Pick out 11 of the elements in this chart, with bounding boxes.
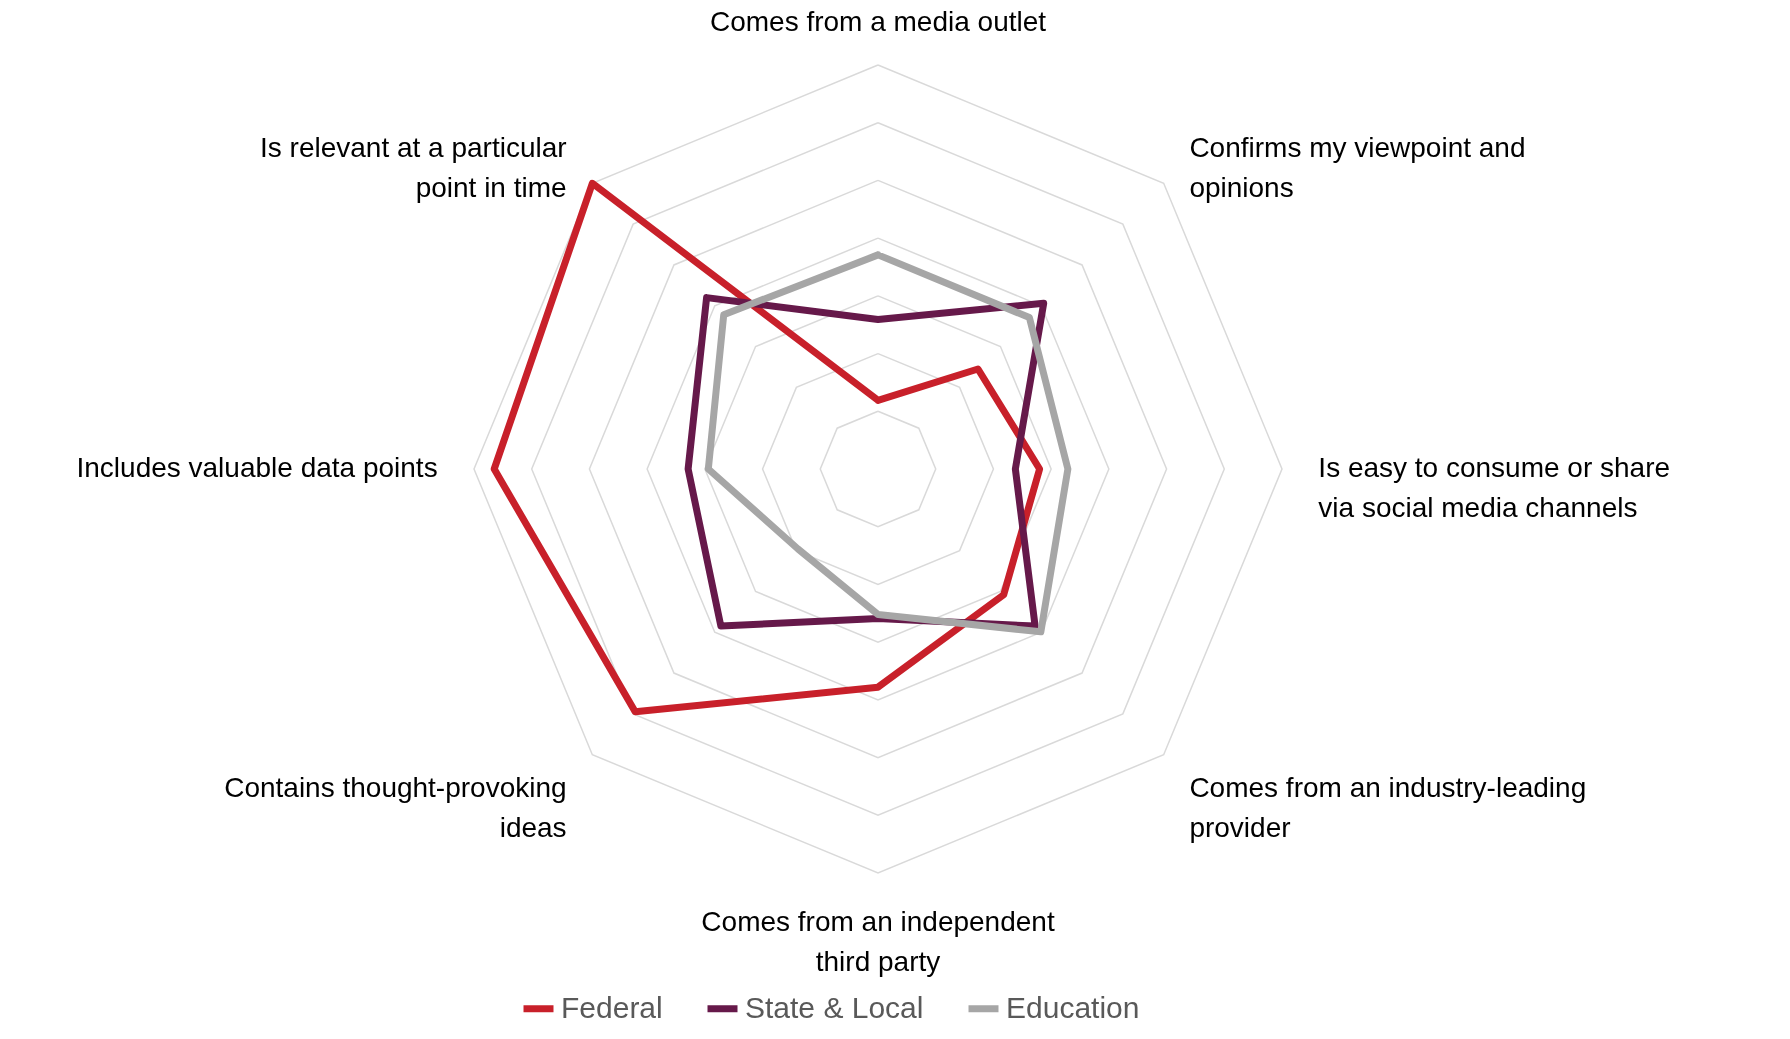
spoke-label: Comes from an industry-leading provider <box>1189 771 1587 843</box>
legend-label: State & Local <box>745 990 924 1024</box>
spoke-label: Comes from an independent third party <box>701 906 1055 978</box>
spoke-label: Contains thought-provoking ideas <box>224 771 567 843</box>
spoke-label: Confirms my viewpoint and opinions <box>1189 132 1526 204</box>
spoke-label: Includes valuable data points <box>76 452 438 483</box>
spoke-label: Comes from a media outlet <box>709 5 1047 37</box>
spoke-label: Is relevant at a particular point in time <box>260 132 567 204</box>
spoke-label: Is easy to consume or share via social media channels <box>1318 452 1671 523</box>
legend-label: Federal <box>561 990 663 1024</box>
legend-label: Education <box>1006 990 1140 1024</box>
